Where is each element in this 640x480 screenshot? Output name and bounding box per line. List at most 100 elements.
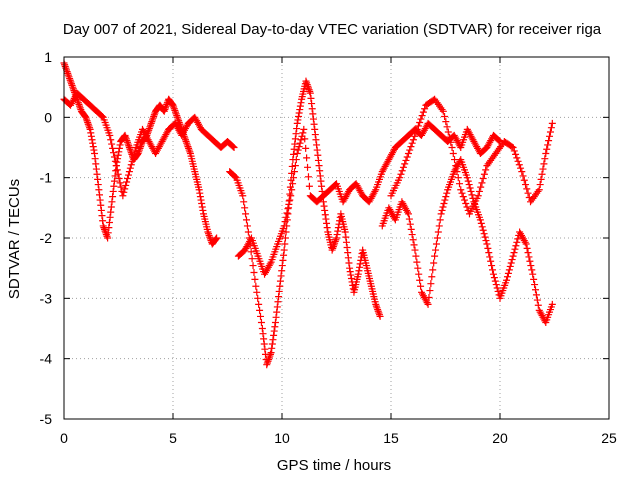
data-point-interp: [302, 144, 310, 152]
data-point-interp: [299, 129, 307, 137]
data-point-interp: [475, 187, 483, 195]
data-point-interp: [183, 141, 191, 149]
data-point-interp: [449, 150, 457, 158]
data-point-interp: [371, 187, 379, 195]
data-point: [263, 361, 271, 369]
data-point-interp: [314, 151, 322, 159]
data-point-interp: [266, 260, 274, 268]
data-point-interp: [421, 105, 429, 113]
data-point: [91, 150, 99, 158]
data-point-interp: [303, 154, 311, 162]
data-point-interp: [312, 136, 320, 144]
data-point-interp: [452, 162, 460, 170]
data-point-interp: [89, 139, 97, 147]
data-point-interp: [530, 275, 538, 283]
data-point-interp: [493, 284, 501, 292]
x-tick-label: 5: [169, 430, 177, 446]
data-point: [328, 246, 336, 254]
data-point-interp: [126, 145, 134, 153]
data-point-interp: [305, 182, 313, 190]
data-point-interp: [439, 203, 447, 211]
data-point-interp: [295, 109, 303, 117]
data-point-interp: [545, 137, 553, 145]
data-point-interp: [136, 144, 144, 152]
data-point-interp: [76, 104, 84, 112]
data-point-interp: [375, 311, 383, 319]
data-point-interp: [427, 280, 435, 288]
data-point-interp: [342, 233, 350, 241]
data-point-interp: [198, 200, 206, 208]
data-point-interp: [507, 259, 515, 267]
data-point-interp: [342, 238, 350, 246]
data-point-interp: [278, 267, 286, 275]
data-point-interp: [505, 266, 513, 274]
data-point-interp: [406, 220, 414, 228]
data-point-interp: [510, 249, 518, 257]
y-tick-label: -5: [40, 411, 53, 427]
data-point-interp: [495, 137, 503, 145]
data-point-interp: [436, 216, 444, 224]
data-point-interp: [292, 130, 300, 138]
data-point: [346, 264, 354, 272]
data-point-interp: [332, 236, 340, 244]
data-point-interp: [294, 116, 302, 124]
data-point-interp: [126, 164, 134, 172]
x-tick-label: 15: [383, 430, 399, 446]
data-point-interp: [145, 126, 153, 134]
data-point-interp: [116, 179, 124, 187]
data-point-interp: [399, 163, 407, 171]
data-point: [239, 192, 247, 200]
data-point-interp: [527, 262, 535, 270]
data-point-interp: [484, 244, 492, 252]
data-point-interp: [92, 165, 100, 173]
data-point-interp: [266, 352, 274, 360]
data-point: [431, 252, 439, 260]
data-point-interp: [206, 233, 214, 241]
data-point-interp: [525, 253, 533, 261]
data-point-interp: [92, 160, 100, 168]
data-point-interp: [344, 254, 352, 262]
data-point-interp: [460, 196, 468, 204]
data-point-interp: [88, 136, 96, 144]
data-point-interp: [66, 75, 74, 83]
data-point-interp: [161, 106, 169, 114]
data-point: [518, 168, 526, 176]
data-point-interp: [148, 116, 156, 124]
data-point-interp: [454, 174, 462, 182]
data-point-interp: [304, 173, 312, 181]
data-point-interp: [162, 104, 170, 112]
data-point-interp: [322, 215, 330, 223]
data-point-interp: [110, 149, 118, 157]
data-point-interp: [65, 73, 73, 81]
data-point-interp: [280, 251, 288, 259]
data-point-interp: [113, 158, 121, 166]
data-point-interp: [416, 119, 424, 127]
data-point: [439, 107, 447, 115]
data-point-interp: [260, 335, 268, 343]
data-point: [99, 222, 107, 230]
data-point: [489, 270, 497, 278]
data-point-interp: [110, 177, 118, 185]
data-point-interp: [323, 224, 331, 232]
data-point: [311, 125, 319, 133]
data-point-interp: [96, 196, 104, 204]
data-point-interp: [290, 174, 298, 182]
data-point-interp: [402, 156, 410, 164]
data-point-interp: [273, 308, 281, 316]
data-point-interp: [244, 228, 252, 236]
data-point-interp: [478, 223, 486, 231]
data-point-interp: [444, 128, 452, 136]
data-point-interp: [275, 293, 283, 301]
data-point-interp: [90, 146, 98, 154]
data-point-interp: [84, 120, 92, 128]
data-point-interp: [281, 234, 289, 242]
data-point: [169, 101, 177, 109]
data-point-interp: [276, 277, 284, 285]
data-point-interp: [263, 359, 271, 367]
data-point-interp: [492, 281, 500, 289]
data-point-interp: [532, 286, 540, 294]
data-point-interp: [295, 112, 303, 120]
data-point-interp: [331, 237, 339, 245]
data-point-interp: [106, 213, 114, 221]
data-point-interp: [257, 312, 265, 320]
